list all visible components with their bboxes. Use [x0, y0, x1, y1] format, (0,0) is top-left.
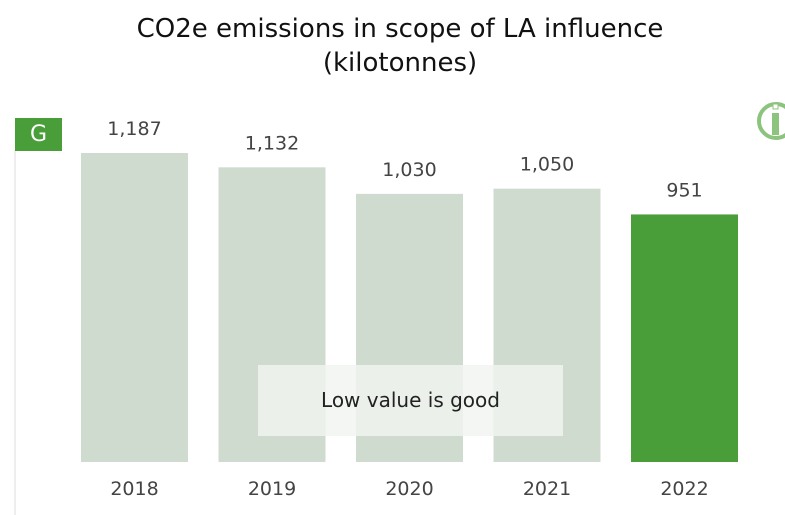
bar	[81, 153, 188, 462]
value-label: 1,050	[520, 154, 574, 176]
x-tick-label: 2021	[523, 478, 571, 500]
info-icon-stem	[772, 113, 779, 135]
value-label: 951	[666, 179, 702, 201]
info-icon[interactable]	[757, 102, 785, 140]
value-label: 1,187	[107, 118, 161, 140]
x-tick-label: 2020	[385, 478, 433, 500]
value-label: 1,132	[245, 132, 299, 154]
x-tick-label: 2018	[110, 478, 158, 500]
info-icon-dot	[772, 103, 779, 110]
annotation: Low value is good	[258, 365, 563, 436]
x-tick-label: 2019	[248, 478, 296, 500]
value-label: 1,030	[382, 159, 436, 181]
x-tick-label: 2022	[660, 478, 708, 500]
bar	[631, 214, 738, 462]
chart-title: CO2e emissions in scope of LA influence …	[136, 14, 664, 78]
rating-badge: G	[15, 118, 62, 151]
